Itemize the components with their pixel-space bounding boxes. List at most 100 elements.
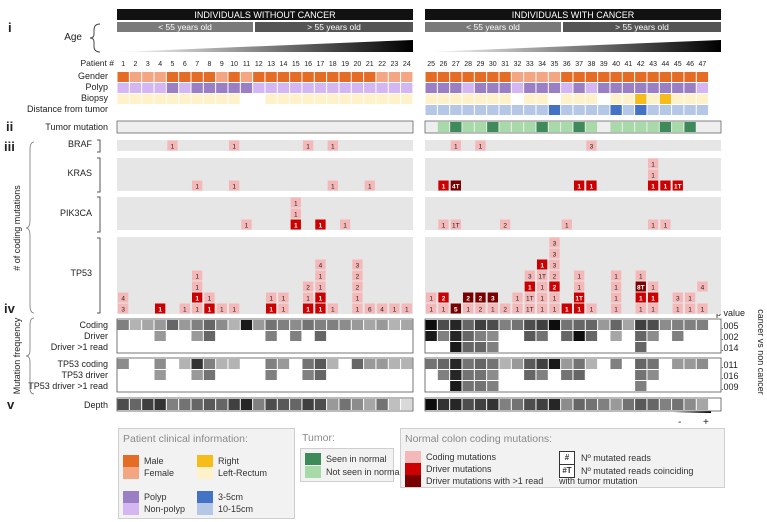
depth-cell: [129, 399, 142, 410]
depth-cell: [401, 399, 413, 410]
freq-cell-tp53-driver: [314, 370, 327, 380]
mutation-cell-tp53: [635, 281, 646, 292]
polyp-cell: [290, 83, 302, 93]
depth-cell: [548, 399, 561, 410]
mutation-cell-tp53: [315, 292, 326, 303]
mutation-cell-kras: [364, 180, 375, 191]
freq-cell-tp53-driver: [154, 370, 166, 380]
tumor-seen-cell: [573, 122, 585, 132]
depth-cell: [277, 399, 290, 410]
mutation-cell-braf: [302, 140, 314, 151]
legend-10-15cm: 10-15cm: [197, 503, 253, 515]
age-brace: [89, 23, 101, 53]
mutation-cell-tp53: [302, 292, 314, 303]
mutation-cell-tp53: [635, 303, 646, 314]
mutation-count: 1: [639, 296, 643, 303]
gender-cell: [253, 72, 265, 82]
mutation-cell-tp53: [191, 281, 203, 292]
mutation-cell-tp53: [426, 292, 437, 303]
gender-cell: [351, 72, 364, 82]
polyp-swatch: [123, 491, 139, 503]
biopsy-cell: [647, 94, 659, 104]
depth-block-without: [116, 397, 414, 412]
biopsy-cell: [203, 94, 216, 104]
polyp-cell: [425, 83, 437, 93]
n-reads-text: Nº mutated reads: [581, 453, 651, 463]
patient-number: 2: [134, 61, 138, 68]
tumor-notseen-cell: [474, 122, 487, 132]
depth-cell: [265, 399, 277, 410]
mutation-count: 1: [590, 184, 594, 191]
freq-cell-tp53-coding: [548, 359, 561, 369]
mutation-count: 1: [577, 307, 581, 314]
mutation-count: 1: [553, 296, 557, 303]
depth-scale-plus: +: [703, 417, 709, 428]
mutation-count: 1: [319, 274, 323, 281]
tumor-seen-cell: [450, 122, 462, 132]
mutation-count: 1: [688, 307, 692, 314]
depth-block-with: [424, 397, 722, 412]
mutation-count: 1T: [452, 223, 460, 230]
polyp-cell: [117, 83, 129, 93]
depth-cell: [166, 399, 179, 410]
mutation-count: 1: [540, 263, 544, 270]
freq-cell-driver-gt1: [635, 342, 647, 352]
depth-cell: [314, 399, 327, 410]
polyp-cell: [585, 83, 598, 93]
mutation-count: 1T: [674, 184, 682, 191]
polyp-cell: [302, 83, 314, 93]
biopsy-cell: [610, 94, 622, 104]
freq-cell-driver: [524, 331, 536, 341]
mutation-cell-tp53: [536, 281, 548, 292]
mutation-count: 1: [282, 296, 286, 303]
gender-cell: [450, 72, 462, 82]
gender-cell: [290, 72, 302, 82]
depth-cell: [585, 399, 598, 410]
mutation-count: 1: [282, 307, 286, 314]
mutation-count: 2: [503, 223, 507, 230]
gender-cell: [474, 72, 487, 82]
polyp-cell: [277, 83, 290, 93]
pvalue-driver: 0.002: [716, 332, 739, 342]
mutation-count: 1: [577, 274, 581, 281]
gender-cell: [203, 72, 216, 82]
mutation-count: 2: [479, 307, 483, 314]
mutation-cell-tp53: [302, 303, 314, 314]
mutation-cell-pik3ca: [561, 219, 572, 230]
patient-number: 41: [625, 61, 633, 68]
normal-legend-title: Normal colon coding mutations:: [405, 433, 553, 445]
distance-cell: [524, 105, 536, 115]
depth-cell: [228, 399, 240, 410]
mutation-cell-tp53: [499, 303, 511, 314]
mutation-cell-tp53: [315, 281, 326, 292]
polyp-cell: [129, 83, 142, 93]
biopsy-cell: [659, 94, 672, 104]
depth-cell: [290, 399, 302, 410]
freq-cell-driver: [647, 331, 659, 341]
legend-driver: Driver mutations: [405, 463, 492, 475]
mutation-count: 6: [368, 307, 372, 314]
d3-5-swatch: [197, 491, 213, 503]
legend-female: Female: [123, 467, 174, 479]
mutation-cell-tp53: [204, 303, 215, 314]
mut-freq-brace: [25, 317, 35, 395]
depth-cell: [117, 399, 129, 410]
mutation-cell-tp53: [672, 292, 683, 303]
depth-cell: [647, 399, 659, 410]
mutation-count: 1T: [538, 274, 546, 281]
polyp-cell: [635, 83, 647, 93]
gender-cell: [659, 72, 672, 82]
freq-cell-tp53-coding: [647, 359, 659, 369]
mutation-count: 1: [701, 307, 705, 314]
freq-cell-tp53-driver: [203, 370, 216, 380]
mutation-cell-tp53: [610, 281, 622, 292]
age-over-bar-with: [563, 22, 721, 32]
freq-cell-coding: [511, 320, 524, 330]
mutation-cell-tp53: [278, 292, 289, 303]
mutation-cell-tp53: [573, 281, 585, 292]
freq-cell-coding: [573, 320, 585, 330]
mutation-count: 1: [614, 274, 618, 281]
mutation-count: 1: [664, 223, 668, 230]
freq-cell-coding: [302, 320, 314, 330]
mutation-cell-tp53: [278, 303, 289, 314]
